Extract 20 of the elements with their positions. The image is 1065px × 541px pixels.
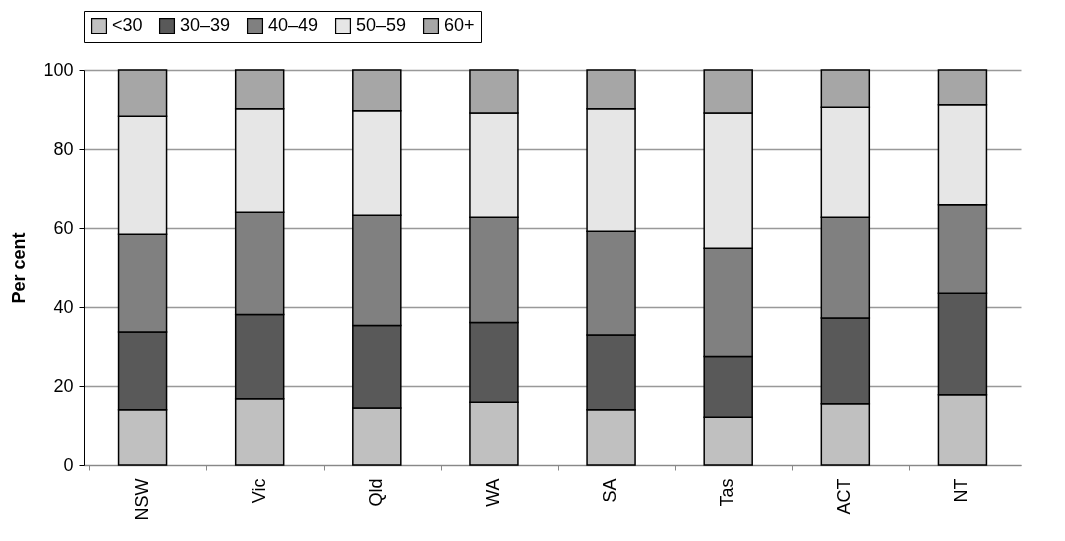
legend-label: 50–59 xyxy=(356,15,407,36)
x-tick-label: SA xyxy=(600,478,621,503)
legend-label: 40–49 xyxy=(268,15,319,36)
y-tick-label: 0 xyxy=(63,454,74,475)
y-tick-label: 60 xyxy=(53,217,74,238)
legend-label: <30 xyxy=(112,15,143,36)
x-tick-label: WA xyxy=(482,478,503,507)
y-tick-label: 100 xyxy=(43,59,74,80)
y-tick-label: 40 xyxy=(53,296,74,317)
x-tick-label: Vic xyxy=(248,478,269,504)
x-tick-label: ACT xyxy=(834,478,855,515)
y-tick-label: 80 xyxy=(53,138,74,159)
x-tick-label: Qld xyxy=(365,478,386,507)
legend-label: 60+ xyxy=(444,15,475,36)
x-tick-label: Tas xyxy=(717,478,738,507)
x-tick-label: NSW xyxy=(131,478,152,521)
legend-label: 30–39 xyxy=(180,15,231,36)
y-tick-label: 20 xyxy=(53,375,74,396)
x-tick-label: NT xyxy=(951,478,972,503)
y-axis-title: Per cent xyxy=(9,232,30,304)
